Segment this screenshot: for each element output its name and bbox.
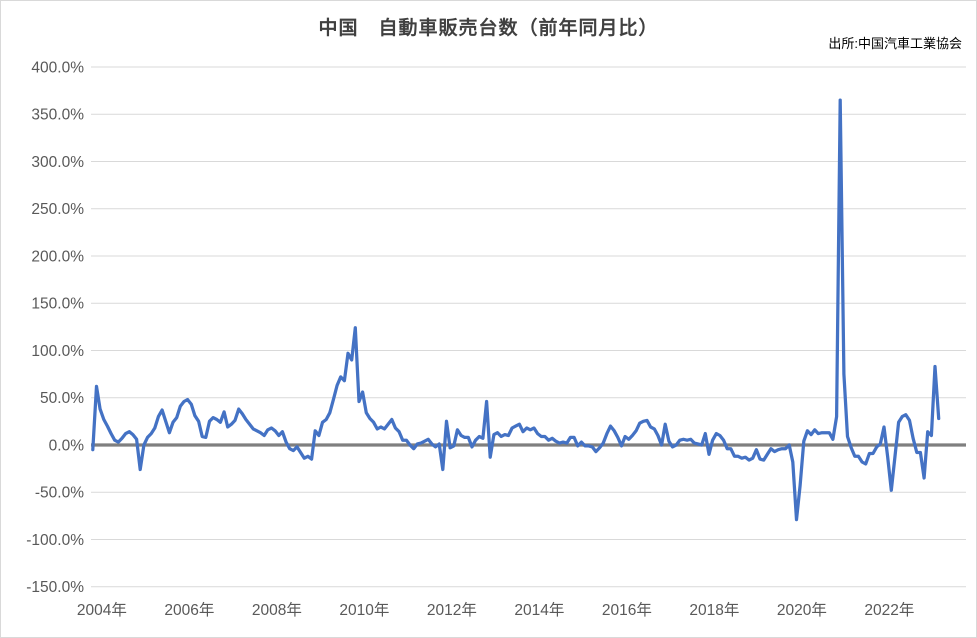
x-axis-tick-label: 2006年	[164, 601, 214, 619]
data-series-line	[91, 98, 941, 522]
x-axis-tick-label: 2018年	[689, 601, 739, 619]
y-axis-tick-label: 150.0%	[31, 296, 84, 313]
x-axis-tick-label: 2004年	[77, 601, 127, 619]
source-note: 出所:中国汽車工業協会	[828, 36, 962, 51]
y-axis-tick-label: -100.0%	[26, 532, 84, 549]
y-axis-tick-label: -50.0%	[35, 485, 84, 502]
x-axis-tick-label: 2008年	[252, 601, 302, 619]
y-axis-tick-label: 350.0%	[31, 107, 84, 124]
y-axis-tick-label: 300.0%	[31, 154, 84, 171]
chart-title: 中国 自動車販売台数（前年同月比）	[318, 18, 659, 39]
y-axis-tick-label: 250.0%	[31, 201, 84, 218]
x-axis-tick-label: 2012年	[427, 601, 477, 619]
y-axis-tick-label: 400.0%	[31, 60, 84, 77]
x-axis-tick-label: 2010年	[339, 601, 389, 619]
x-axis-tick-label: 2014年	[514, 601, 564, 619]
y-axis-tick-label: 200.0%	[31, 249, 84, 266]
y-axis-tick-label: 50.0%	[40, 390, 84, 407]
y-axis-tick-label: -150.0%	[26, 579, 84, 596]
y-axis-tick-label: 0.0%	[49, 438, 85, 455]
x-axis-tick-label: 2022年	[864, 601, 914, 619]
x-axis-tick-label: 2020年	[777, 601, 827, 619]
x-axis-tick-label: 2016年	[602, 601, 652, 619]
y-axis-tick-label: 100.0%	[31, 343, 84, 360]
